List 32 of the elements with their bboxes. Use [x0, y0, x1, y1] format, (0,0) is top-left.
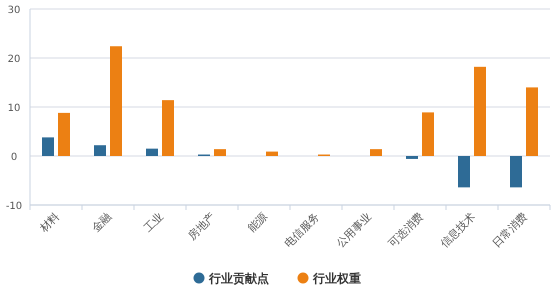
bar — [510, 156, 522, 188]
bar — [474, 66, 486, 156]
bar — [422, 112, 434, 156]
x-tick-label: 电信服务 — [282, 210, 322, 250]
y-tick-label: 0 — [10, 152, 18, 163]
x-tick-label: 日常消费 — [490, 210, 530, 250]
bar — [458, 156, 470, 188]
bar — [214, 149, 226, 156]
y-tick-label: 10 — [8, 103, 20, 114]
x-tick-label: 工业 — [141, 210, 166, 235]
legend-label: 行业权重 — [312, 272, 361, 286]
x-tick-label: 能源 — [245, 210, 270, 235]
bar — [162, 100, 174, 156]
x-tick-label: 可选消费 — [386, 210, 426, 250]
bar — [42, 137, 54, 156]
bar — [146, 148, 158, 156]
bar — [406, 156, 418, 159]
bar — [266, 152, 278, 156]
x-tick-label: 金融 — [89, 210, 114, 235]
bar — [526, 87, 538, 156]
y-tick-label: 20 — [8, 54, 20, 65]
legend-label: 行业贡献点 — [208, 272, 269, 286]
y-tick-label: -10 — [6, 201, 22, 212]
y-tick-label: 30 — [8, 5, 20, 16]
x-tick-label: 公用事业 — [334, 210, 374, 250]
x-tick-label: 信息技术 — [438, 210, 478, 250]
x-tick-label: 材料 — [36, 210, 62, 236]
bar — [370, 149, 382, 156]
bar — [110, 46, 122, 156]
bar — [94, 145, 106, 156]
x-tick-label: 房地产 — [186, 210, 218, 242]
bar — [58, 112, 70, 156]
